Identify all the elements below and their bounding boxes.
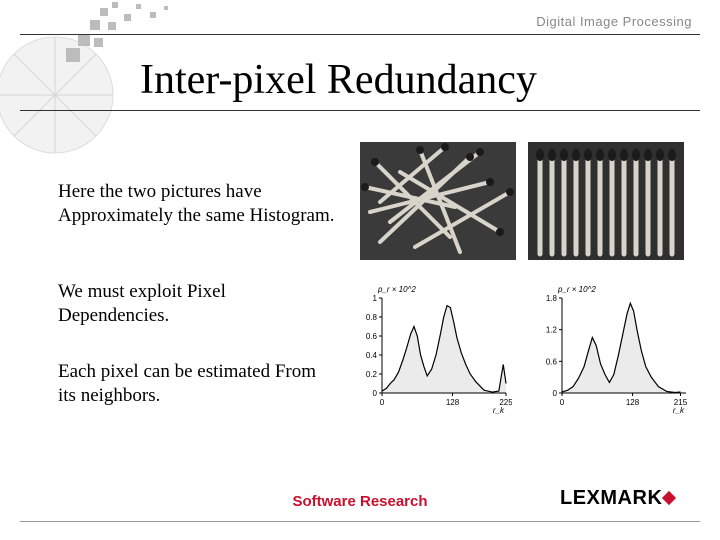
svg-text:1: 1 <box>373 294 378 303</box>
image-aligned-matches <box>528 142 684 260</box>
histogram-charts: 00.20.40.60.810128225p_r × 10^2r_k 00.61… <box>352 280 692 415</box>
footer-rule <box>20 521 700 522</box>
svg-text:p_r × 10^2: p_r × 10^2 <box>377 285 416 294</box>
svg-text:0: 0 <box>560 398 565 407</box>
svg-text:p_r × 10^2: p_r × 10^2 <box>557 285 596 294</box>
paragraph-1: Here the two pictures have Approximately… <box>58 180 338 228</box>
histogram-right: 00.61.21.80128215p_r × 10^2r_k <box>532 280 692 415</box>
svg-text:1.2: 1.2 <box>546 326 558 335</box>
svg-text:r_k: r_k <box>673 406 685 415</box>
match-images <box>360 142 684 260</box>
svg-text:128: 128 <box>626 398 640 407</box>
image-scattered-matches <box>360 142 516 260</box>
footer-center-text: Software Research <box>292 493 427 510</box>
logo-diamond-icon <box>662 491 676 505</box>
svg-text:0: 0 <box>380 398 385 407</box>
svg-text:0.2: 0.2 <box>366 370 378 379</box>
svg-text:0: 0 <box>373 389 378 398</box>
paragraph-3: Each pixel can be estimated From its nei… <box>58 360 338 408</box>
svg-text:1.8: 1.8 <box>546 294 558 303</box>
svg-text:0.6: 0.6 <box>546 357 558 366</box>
header-rule <box>20 34 700 35</box>
header-label: Digital Image Processing <box>536 14 692 29</box>
svg-text:0.6: 0.6 <box>366 332 378 341</box>
svg-text:128: 128 <box>446 398 460 407</box>
title-rule <box>20 110 700 111</box>
paragraph-2: We must exploit Pixel Dependencies. <box>58 280 338 328</box>
svg-text:0.4: 0.4 <box>366 351 378 360</box>
logo-text: LEXMARK <box>560 487 662 510</box>
svg-text:0.8: 0.8 <box>366 313 378 322</box>
lexmark-logo: LEXMARK <box>560 484 690 512</box>
svg-text:r_k: r_k <box>493 406 505 415</box>
page-title: Inter-pixel Redundancy <box>140 56 537 104</box>
svg-text:0: 0 <box>553 389 558 398</box>
histogram-left: 00.20.40.60.810128225p_r × 10^2r_k <box>352 280 512 415</box>
